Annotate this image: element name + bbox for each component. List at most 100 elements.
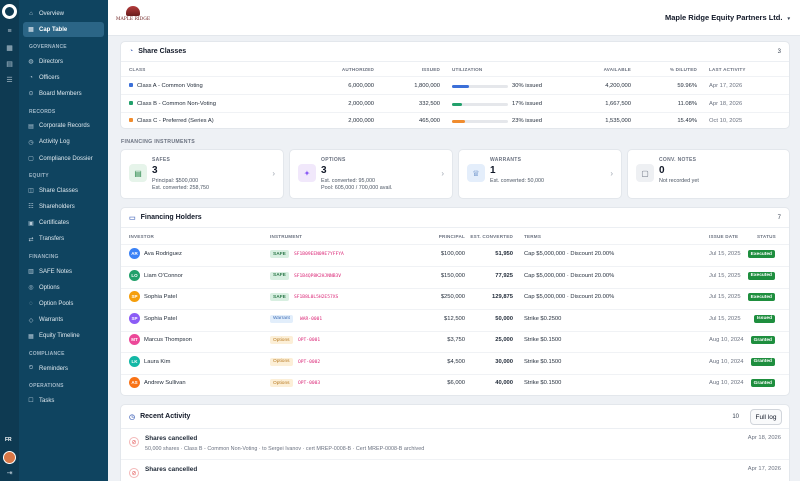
sidebar-item-activity-log[interactable]: ◷ Activity Log: [23, 135, 104, 150]
logout-icon[interactable]: ⇥: [6, 469, 13, 477]
sidebar-item-warrants[interactable]: ◇ Warrants: [23, 313, 104, 328]
instrument-code[interactable]: OPT-0003: [298, 381, 321, 386]
recent-activity-card: ◷ Recent Activity 10 Full log ⊘ Shares ca…: [120, 404, 790, 481]
instrument-type-badge: SAFE: [270, 293, 289, 301]
status-badge: Issued: [753, 314, 775, 323]
instrument-code[interactable]: OPT-0001: [298, 338, 321, 343]
financing-card-conv-notes[interactable]: ▢ CONV. NOTES 0 Not recorded yet: [627, 149, 790, 199]
terms-value: Strike $0.1500: [524, 337, 562, 343]
document-icon[interactable]: ▤: [6, 60, 13, 68]
sidebar-item-board-members[interactable]: ⊙ Board Members: [23, 86, 104, 101]
instrument-code[interactable]: SF1B8L0L5H2E57XS: [294, 295, 339, 300]
investor-name: Andrew Sullivan: [144, 380, 186, 386]
share-classes-col-header: ISSUED: [421, 67, 440, 72]
terms-value: Cap $5,000,000 · Discount 20.00%: [524, 272, 615, 279]
utilization-fill: [452, 120, 465, 123]
instrument-code[interactable]: WAR-0001: [300, 316, 323, 322]
table-row[interactable]: AS Andrew Sullivan Options OPT-0003 $6,000 40…: [121, 374, 789, 395]
financing-card-safes[interactable]: ▤ SAFES 3 Principal: $500,000 Est. converted…: [120, 149, 284, 199]
table-row[interactable]: SP Sophia Patel Warrant WAR-0001 $12,500 50,0…: [121, 310, 789, 331]
instrument-code[interactable]: SF1B09EEN09E7YFFYA: [294, 252, 344, 257]
sidebar-item-corporate-records[interactable]: ▤ Corporate Records: [23, 119, 104, 134]
utilization-fill: [452, 102, 462, 106]
full-log-button[interactable]: Full log: [750, 409, 782, 425]
sidebar-item-equity-timeline[interactable]: ▦ Equity Timeline: [23, 329, 104, 344]
sidebar-item-option-pools[interactable]: ◌ Option Pools: [23, 296, 104, 311]
instrument-type-badge: SAFE: [270, 271, 289, 280]
issue-date-value: Jul 15, 2025: [709, 272, 741, 279]
instrument-type-badge: Options: [270, 357, 293, 366]
row-divider: [121, 373, 789, 375]
financing-card-label: SAFES: [152, 157, 171, 163]
share-classes-col-header: LAST ACTIVITY: [709, 67, 746, 72]
sidebar-item-tasks[interactable]: ☐ Tasks: [23, 393, 104, 408]
sidebar-item-share-classes[interactable]: ◫ Share Classes: [23, 183, 104, 198]
financing-card-count: 3: [152, 165, 158, 176]
financing-card-line1: Est. converted: 95,000: [321, 178, 375, 184]
recent-activity-title: Recent Activity: [140, 413, 191, 420]
converted-value: 50,000: [495, 315, 513, 322]
share-classes-header: ◔ Share Classes 3: [121, 42, 789, 62]
sidebar-item-officers[interactable]: ◔ Officers: [23, 70, 104, 85]
grid-icon[interactable]: ▦: [6, 44, 13, 52]
list-icon[interactable]: ☰: [6, 76, 13, 84]
sidebar-item-certificates[interactable]: ▣ Certificates: [23, 216, 104, 231]
sidebar-item-label: Reminders: [39, 365, 69, 372]
instrument-code[interactable]: SF1B4QP8K2HJNNB3V: [294, 273, 342, 279]
status-badge: Granted: [750, 379, 775, 387]
sidebar-item-transfers[interactable]: ⇄ Transfers: [23, 232, 104, 247]
holders-col-header: ISSUE DATE: [709, 234, 739, 239]
nav-item-icon: ◍: [28, 59, 34, 65]
investor-name: Liam O'Connor: [144, 272, 183, 279]
available-value: 4,200,000: [605, 83, 631, 89]
share-class-name[interactable]: Class B - Common Non-Voting: [129, 101, 216, 107]
sidebar-item-label: Warrants: [39, 317, 64, 324]
issue-date-value: Aug 10, 2024: [709, 337, 744, 343]
issued-value: 465,000: [419, 118, 440, 124]
menu-icon[interactable]: ≡: [7, 28, 12, 35]
sidebar-item-safe-notes[interactable]: ▥ SAFE Notes: [23, 264, 104, 279]
sidebar-item-options[interactable]: ◎ Options: [23, 280, 104, 295]
financing-card-options[interactable]: ✦ OPTIONS 3 Est. converted: 95,000 Pool: 605…: [289, 149, 453, 199]
share-classes-count: 3: [777, 48, 781, 55]
sidebar-item-cap-table[interactable]: ▦ Cap Table: [23, 22, 104, 37]
sidebar-item-compliance-dossier[interactable]: ▢ Compliance Dossier: [23, 151, 104, 166]
nav-item-icon: ◇: [28, 317, 34, 324]
sidebar-item-directors[interactable]: ◍ Directors: [23, 54, 104, 69]
available-value: 1,667,500: [605, 100, 631, 107]
company-switcher[interactable]: Maple Ridge Equity Partners Ltd. ▾: [665, 13, 790, 22]
cancel-circle-icon: ⊘: [129, 468, 139, 478]
share-class-name[interactable]: Class C - Preferred (Series A): [129, 118, 214, 124]
activity-detail: 50,000 shares · Class B - Common Non-Vot…: [145, 446, 425, 452]
financing-card-label: WARRANTS: [490, 157, 522, 163]
sidebar-item-shareholders[interactable]: ☷ Shareholders: [23, 199, 104, 214]
table-row[interactable]: SP Sophia Patel SAFE SF1B8L0L5H2E57XS $250,0…: [121, 288, 789, 309]
sidebar-item-reminders[interactable]: ⏲ Reminders: [23, 361, 104, 376]
sidebar-item-label: Tasks: [39, 397, 55, 404]
avatar: LO: [129, 269, 140, 281]
financing-card-warrants[interactable]: ♕ WARRANTS 1 Est. converted: 50,000 ›: [458, 149, 622, 199]
table-row[interactable]: LK Laura Kim Options OPT-0002 $4,500 30,000 St…: [121, 353, 789, 374]
class-color-swatch: [129, 83, 133, 88]
instrument-type-badge: Options: [270, 379, 293, 387]
user-avatar[interactable]: [3, 451, 16, 464]
cancel-circle-icon: ⊘: [129, 437, 139, 447]
sidebar-item-label: Options: [39, 284, 60, 291]
issue-date-value: Aug 10, 2024: [709, 380, 744, 386]
app-logo-icon[interactable]: [2, 4, 17, 19]
share-classes-col-header: AUTHORIZED: [341, 67, 374, 72]
sidebar-item-label: Compliance Dossier: [39, 155, 93, 162]
sidebar-item-label: Board Members: [39, 90, 82, 97]
row-divider: [121, 287, 789, 289]
table-row[interactable]: LO Liam O'Connor SAFE SF1B4QP8K2HJNNB3V $150…: [121, 267, 789, 288]
table-row[interactable]: AR Ava Rodriguez SAFE SF1B09EEN09E7YFFYA $10…: [121, 245, 789, 266]
instrument-code[interactable]: OPT-0002: [298, 359, 321, 365]
sidebar-item-overview[interactable]: ⌂ Overview: [23, 6, 104, 21]
financing-holders-card: ▭ Financing Holders 7 INVESTOR INSTRUMENT…: [120, 207, 790, 396]
issue-date-value: Jul 15, 2025: [709, 315, 741, 322]
principal-value: $12,500: [444, 315, 465, 322]
table-row[interactable]: MT Marcus Thompson Options OPT-0001 $3,750 25…: [121, 331, 789, 352]
share-class-name[interactable]: Class A - Common Voting: [129, 83, 203, 89]
document-icon: ▤: [129, 164, 147, 182]
principal-value: $3,750: [447, 337, 465, 343]
